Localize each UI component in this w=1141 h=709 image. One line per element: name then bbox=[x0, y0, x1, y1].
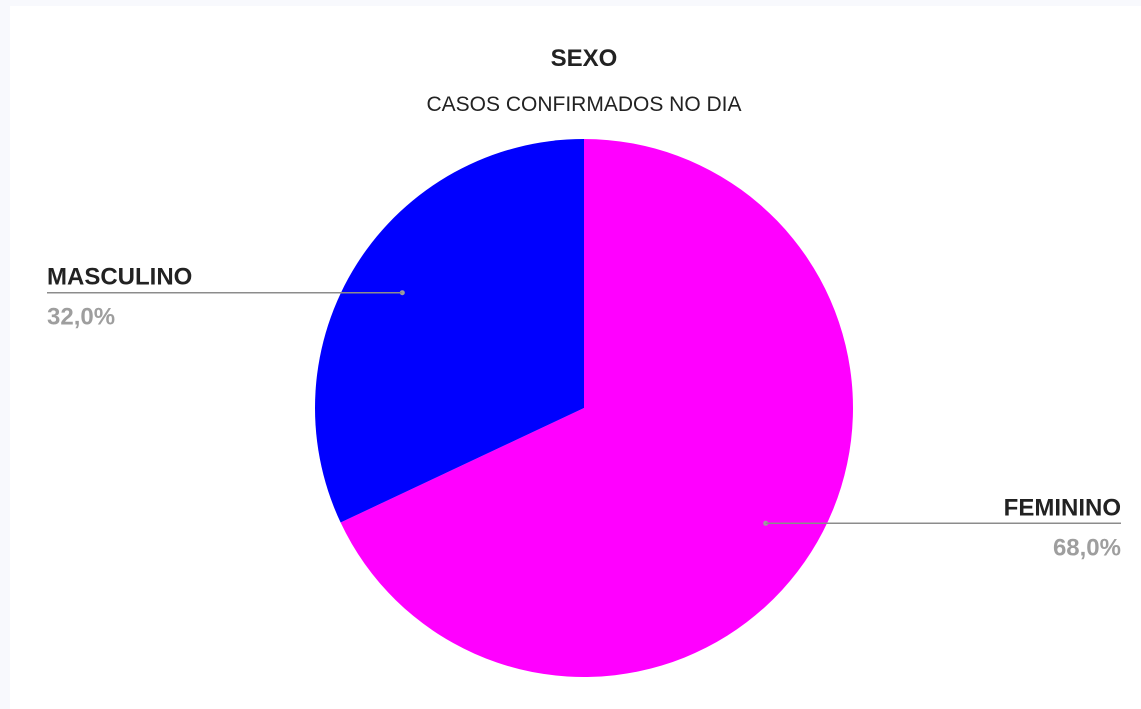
pie-slice-feminino bbox=[340, 139, 854, 677]
chart-subtitle: CASOS CONFIRMADOS NO DIA bbox=[426, 93, 741, 116]
slice-label-feminino: FEMININO bbox=[1004, 494, 1121, 521]
pie-slice-masculino bbox=[315, 139, 584, 523]
slice-labels: FEMININO 68,0% MASCULINO 32,0% bbox=[47, 264, 1121, 561]
slice-value-feminino: 68,0% bbox=[1053, 534, 1121, 561]
slice-value-masculino: 32,0% bbox=[47, 304, 115, 331]
slice-label-masculino: MASCULINO bbox=[47, 264, 192, 291]
pie-slices bbox=[315, 139, 854, 677]
chart-title: SEXO bbox=[551, 45, 618, 72]
